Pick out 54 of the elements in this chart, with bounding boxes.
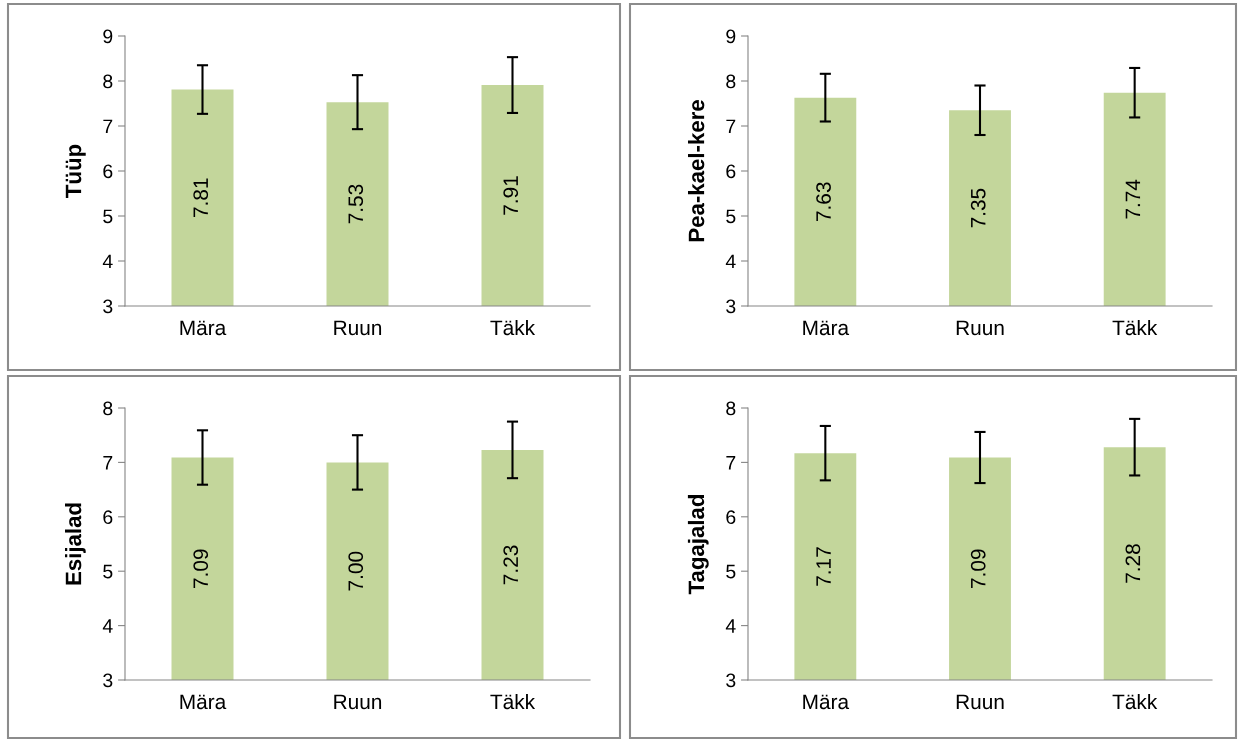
y-tick-label: 3: [103, 299, 113, 314]
y-tick-label: 3: [103, 673, 113, 688]
y-tick-label: 9: [726, 29, 736, 44]
x-tick-label: Ruun: [334, 694, 382, 710]
y-tick-label: 8: [726, 74, 736, 89]
y-axis-title: Pea-kael-kere: [688, 100, 705, 242]
x-tick-label: Täkk: [1112, 693, 1158, 710]
data-label: 7.23: [503, 545, 519, 585]
y-tick-label: 7: [103, 456, 113, 470]
data-label: 7.63: [816, 182, 831, 222]
y-tick-label: 4: [725, 619, 736, 633]
y-tick-label: 4: [725, 254, 736, 269]
y-axis-title: Esijalad: [65, 503, 86, 585]
y-tick-label: 6: [103, 510, 113, 525]
y-tick-label: 5: [726, 564, 736, 579]
data-label: 7.74: [1125, 179, 1141, 219]
data-label: 7.91: [503, 176, 519, 215]
data-label: 7.09: [193, 549, 209, 588]
y-tick-label: 8: [726, 401, 736, 416]
y-tick-label: 5: [726, 209, 736, 224]
x-tick-label: Ruun: [956, 694, 1004, 710]
data-label: 7.00: [348, 551, 364, 591]
y-tick-label: 3: [726, 299, 736, 314]
x-tick-label: Täkk: [490, 693, 536, 710]
x-tick-label: Mära: [803, 320, 850, 336]
x-tick-label: Täkk: [490, 319, 536, 336]
y-axis-title: Tüüp: [65, 144, 86, 198]
data-label: 7.09: [970, 549, 986, 588]
data-label: 7.35: [970, 188, 986, 228]
y-tick-label: 3: [726, 673, 736, 688]
y-tick-label: 7: [103, 119, 113, 134]
y-tick-label: 7: [726, 456, 736, 470]
data-label: 7.28: [1125, 544, 1141, 583]
y-tick-label: 7: [726, 119, 736, 134]
x-tick-label: Mära: [803, 694, 850, 710]
y-tick-label: 6: [726, 510, 736, 525]
y-tick-label: 4: [102, 254, 113, 269]
y-tick-label: 6: [103, 164, 113, 179]
y-tick-label: 5: [103, 564, 113, 579]
y-tick-label: 6: [726, 164, 736, 179]
y-axis-title: Tagajalad: [687, 495, 709, 595]
x-tick-label: Ruun: [956, 320, 1004, 336]
data-label: 7.81: [193, 178, 209, 217]
x-tick-label: Mära: [180, 320, 227, 336]
data-label: 7.53: [348, 184, 364, 224]
data-label: 7.17: [816, 547, 831, 586]
x-tick-label: Ruun: [334, 320, 382, 336]
x-tick-label: Täkk: [1112, 319, 1158, 336]
y-tick-label: 8: [103, 74, 113, 89]
y-tick-label: 9: [103, 29, 113, 44]
y-tick-label: 5: [103, 209, 113, 224]
y-tick-label: 4: [102, 619, 113, 633]
y-tick-label: 8: [103, 401, 113, 416]
x-tick-label: Mära: [180, 694, 227, 710]
